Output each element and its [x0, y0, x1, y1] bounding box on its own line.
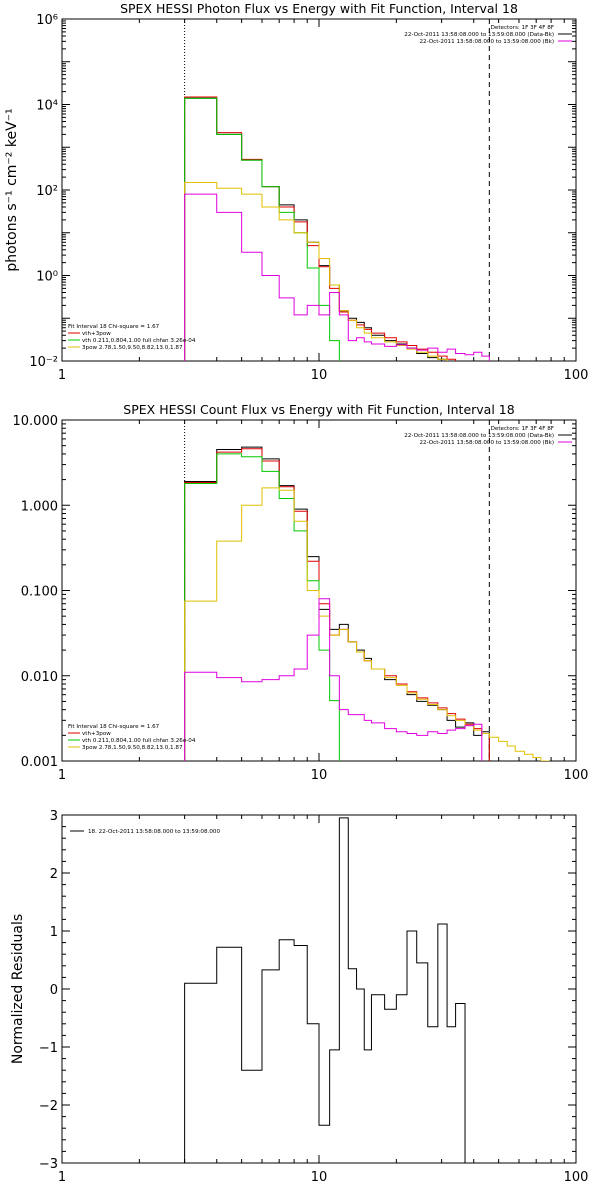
y-tick-label: 3 [50, 809, 58, 824]
y-tick-label: 10² [36, 184, 58, 199]
legend-top-text: 22-Oct-2011 13:58:08.000 to 13:59:08.000… [404, 32, 554, 38]
x-tick-label: 1 [58, 1170, 66, 1185]
series-data-bk [184, 446, 490, 761]
series-data-bk [184, 97, 457, 361]
x-tick-label: 100 [564, 768, 589, 783]
legend-bottom-text: vth 0.211,0.804,1.00 full chfan 3.26e-04 [82, 738, 196, 744]
plot-area [184, 96, 490, 361]
panel-2: SPEX HESSI Count Flux vs Energy with Fit… [13, 402, 589, 783]
chart-title: SPEX HESSI Count Flux vs Energy with Fit… [123, 402, 514, 417]
legend-bottom-text: vth 0.211,0.804,1.00 full chfan 3.26e-04 [82, 338, 196, 344]
y-tick-label: 1 [50, 925, 58, 940]
legend-top-text: Detectors: 1F 3F 4F 8F [491, 426, 554, 432]
legend-bottom-text: 3pow 2.78,1.50,9.50,8.82,13.0,1.87 [82, 345, 183, 351]
legend-text: 18. 22-Oct-2011 13:58:08.000 to 13:59:08… [88, 829, 220, 835]
series-vth [184, 97, 340, 361]
y-tick-label: 10.000 [13, 414, 59, 429]
y-tick-label: −1 [39, 1041, 58, 1056]
y-tick-label: 0.100 [21, 585, 58, 600]
series-bk [184, 598, 483, 761]
panel-3: 1 10 100 −3 −2 −1 0 1 2 3 Normalized Residuals 18. … [10, 809, 588, 1185]
legend-bottom-text: Fit Interval 18 Chi-square = 1.67 [68, 724, 160, 730]
x-tick-label: 10 [311, 368, 328, 383]
y-tick-label: 1.000 [21, 499, 58, 514]
legend-bottom-text: vth+3pow [82, 731, 111, 737]
panel-1: SPEX HESSI Photon Flux vs Energy with Fi… [4, 1, 588, 383]
x-tick-label: 1 [58, 768, 66, 783]
legend-bottom-text: Fit Interval 18 Chi-square = 1.67 [68, 324, 160, 330]
series-bk [184, 193, 490, 361]
y-tick-label: 10⁰ [36, 270, 58, 285]
series-18-22-oct-2011-13-58-08-000-to-13-59-08-000 [184, 817, 466, 1163]
series-vth [184, 453, 340, 761]
plot-area [184, 817, 466, 1163]
chart-title: SPEX HESSI Photon Flux vs Energy with Fi… [120, 1, 518, 16]
y-tick-label: 0.001 [21, 755, 58, 770]
x-tick-label: 10 [311, 1170, 328, 1185]
y-tick-label: 0 [50, 983, 58, 998]
x-tick-label: 1 [58, 368, 66, 383]
y-tick-label: −2 [39, 1099, 58, 1114]
x-tick-label: 100 [564, 368, 589, 383]
legend-bottom-text: vth+3pow [82, 331, 111, 337]
y-axis-label: Normalized Residuals [10, 914, 26, 1064]
y-tick-label: 10⁻² [29, 355, 58, 370]
legend-top-text: 22-Oct-2011 13:58:08.000 to 13:59:08.000… [404, 433, 554, 439]
series-vth-3pow [184, 96, 457, 361]
legend-top-text: Detectors: 1F 3F 4F 8F [491, 25, 554, 31]
y-tick-label: −3 [39, 1157, 58, 1172]
x-tick-label: 100 [564, 1170, 589, 1185]
legend-bottom-text: 3pow 2.78,1.50,9.50,8.82,13.0,1.87 [82, 745, 183, 751]
x-tick-label: 10 [311, 768, 328, 783]
y-tick-label: 10⁴ [36, 99, 58, 114]
legend-top-text: 22-Oct-2011 13:58:08.000 to 13:59:08.000… [419, 39, 554, 45]
legend-top-text: 22-Oct-2011 13:58:08.000 to 13:59:08.000… [419, 440, 554, 446]
series-3pow [184, 487, 550, 761]
plot-area [184, 446, 550, 761]
series-vth-3pow [184, 448, 490, 761]
y-tick-label: 0.010 [21, 670, 58, 685]
y-axis-label: photons s⁻¹ cm⁻² keV⁻¹ [4, 108, 20, 271]
series-3pow [184, 181, 448, 361]
y-tick-label: 2 [50, 867, 58, 882]
y-tick-label: 10⁶ [36, 13, 58, 28]
